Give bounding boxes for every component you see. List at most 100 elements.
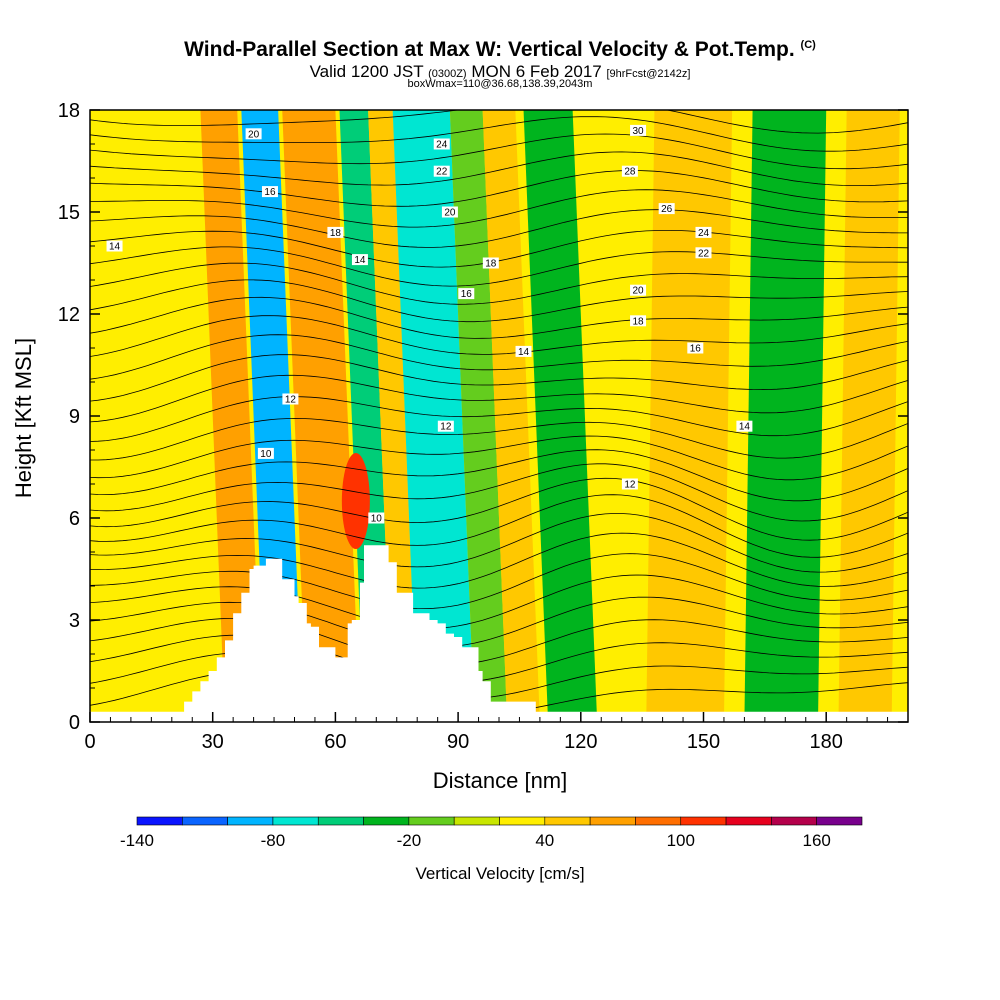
contour-label-10: 14: [515, 345, 532, 358]
terrain: [90, 545, 908, 722]
velocity-band-3: [282, 110, 360, 722]
contour-label-19: 14: [736, 420, 753, 433]
colorbar-swatch: [544, 816, 591, 826]
isentrope-13: [90, 435, 908, 481]
svg-text:16: 16: [264, 187, 276, 198]
contour-label-18: 16: [687, 342, 704, 355]
svg-text:30: 30: [632, 126, 644, 137]
isentrope-24: [90, 230, 908, 268]
isentrope-10: [90, 477, 908, 541]
velocity-band-1: [200, 110, 262, 722]
isentrope-11: [90, 463, 908, 522]
isentrope-4: [90, 596, 908, 648]
isentrope-12: [90, 449, 908, 502]
isentrope-25: [90, 209, 908, 248]
velocity-band-10: [646, 110, 733, 722]
y-tick-label: 15: [58, 202, 80, 224]
svg-text:18: 18: [330, 228, 342, 239]
contour-label-24: 10: [368, 512, 385, 525]
colorbar-swatch: [589, 816, 636, 826]
colorbar-swatch: [453, 816, 500, 826]
colorbar-title: Vertical Velocity [cm/s]: [415, 864, 585, 883]
isentrope-29: [90, 133, 908, 170]
svg-text:12: 12: [285, 395, 297, 406]
isentrope-28: [90, 151, 908, 186]
svg-text:14: 14: [354, 255, 366, 266]
colorbar-swatch: [317, 816, 364, 826]
isentrope-26: [90, 189, 908, 228]
svg-text:14: 14: [109, 242, 121, 253]
colorbar-swatch: [771, 816, 817, 826]
velocity-band-5: [368, 110, 418, 722]
isentrope-9: [90, 494, 908, 558]
contour-label-6: 22: [433, 165, 450, 178]
colorbar-tick-label: -80: [261, 831, 286, 850]
y-tick-label: 18: [58, 100, 80, 122]
y-tick-label: 12: [58, 304, 80, 326]
x-axis: 0 30 60 90 120 150 180: [84, 712, 909, 753]
x-tick-label: 120: [564, 731, 597, 753]
contour-label-0: 20: [245, 128, 262, 140]
colorbar-tick-label: -20: [397, 831, 422, 850]
contour-label-22: 12: [621, 478, 638, 491]
svg-text:18: 18: [485, 259, 497, 270]
subtitle-date: MON 6 Feb 2017: [471, 62, 602, 81]
isentrope-18: [90, 334, 908, 380]
y-tick-label: 3: [69, 610, 80, 632]
colorbar-swatch: [227, 816, 274, 826]
chart-subtitle: Valid 1200 JST (0300Z) MON 6 Feb 2017 [9…: [0, 62, 1000, 82]
x-tick-label: 90: [447, 731, 469, 753]
contour-label-12: 28: [621, 165, 638, 178]
isentrope-7: [90, 532, 908, 589]
isentrope-17: [90, 354, 908, 402]
velocity-band-11: [744, 110, 827, 722]
colorbar-swatch: [816, 816, 863, 826]
contour-label-14: 24: [695, 226, 712, 239]
isentrope-27: [90, 170, 908, 207]
svg-text:20: 20: [248, 129, 260, 140]
isentrope-20: [90, 296, 908, 339]
x-tick-label: 150: [687, 731, 720, 753]
contour-label-3: 18: [327, 226, 344, 239]
isentrope-31: [90, 110, 908, 134]
subtitle-forecast: [9hrFcst@2142z]: [606, 68, 691, 80]
contour-label-8: 18: [482, 257, 499, 270]
y-tick-label: 6: [69, 508, 80, 530]
isentrope-21: [90, 279, 908, 323]
x-axis-label: Distance [nm]: [432, 768, 568, 793]
colorbar-swatch: [499, 816, 546, 826]
y-tick-label: 0: [69, 712, 80, 734]
contour-label-16: 20: [630, 284, 647, 297]
contour-label-1: 16: [261, 186, 278, 198]
isentrope-30: [90, 116, 908, 152]
contour-label-2: 14: [106, 240, 123, 253]
colorbar-swatch: [635, 816, 682, 826]
colorbar-tick-label: 100: [667, 831, 695, 850]
contour-label-15: 22: [695, 247, 712, 259]
colorbar-swatch: [408, 816, 455, 826]
updraft-core: [341, 453, 370, 549]
isentrope-3: [90, 618, 908, 666]
copyright-mark: (C): [800, 39, 816, 51]
contour-label-5: 24: [433, 138, 450, 151]
colorbar-tick-label: 40: [535, 831, 554, 850]
svg-text:10: 10: [371, 514, 383, 525]
svg-text:28: 28: [624, 167, 636, 178]
isentrope-5: [90, 574, 908, 629]
isentrope-22: [90, 262, 908, 305]
colorbar-tick-label: 160: [803, 831, 831, 850]
isentrope-14: [90, 417, 908, 461]
isentrope-19: [90, 315, 908, 357]
velocity-band-2: [241, 110, 303, 722]
box-info: boxWmax=110@36.68,138.39,2043m: [407, 78, 593, 90]
svg-text:20: 20: [632, 286, 644, 297]
colorbar: -140 -80 -20 40 100 160: [120, 816, 863, 850]
y-axis-label: Height [Kft MSL]: [11, 337, 36, 499]
theta-contours: [90, 110, 908, 716]
contour-label-9: 16: [458, 288, 475, 300]
contour-label-21: 12: [437, 420, 454, 433]
isentrope-2: [90, 634, 908, 684]
svg-text:16: 16: [690, 344, 702, 355]
contour-label-11: 30: [630, 124, 647, 137]
y-tick-label: 9: [69, 406, 80, 428]
